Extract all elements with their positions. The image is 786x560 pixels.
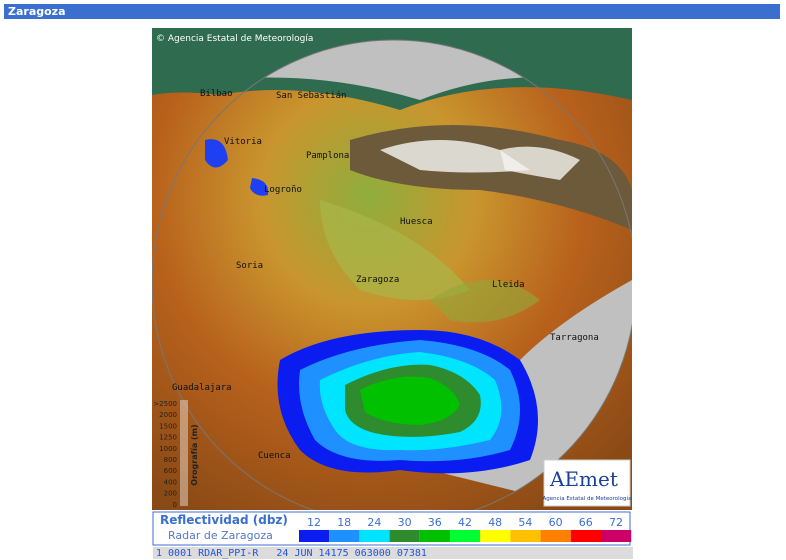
level-swatch <box>389 530 420 542</box>
city-label: Logroño <box>264 185 302 195</box>
radar-echo <box>205 139 538 474</box>
city-label: Soria <box>236 261 263 271</box>
level-label: 12 <box>307 516 321 529</box>
level-label: 30 <box>398 516 412 529</box>
level-label: 72 <box>609 516 623 529</box>
city-labels: Bilbao San Sebastián Vitoria Pamplona Lo… <box>172 89 599 461</box>
level-label: 24 <box>367 516 381 529</box>
level-label: 42 <box>458 516 472 529</box>
logo: AEmet <box>549 467 618 491</box>
orography-tick: 1000 <box>159 445 177 453</box>
level-swatch <box>419 530 450 542</box>
city-label: Guadalajara <box>172 383 232 393</box>
orography-tick: 1250 <box>159 434 177 442</box>
orography-tick: 2000 <box>159 411 177 419</box>
logo-caption: Agencia Estatal de Meteorología <box>543 495 632 502</box>
level-swatch <box>480 530 511 542</box>
level-swatch <box>601 530 632 542</box>
logo-box <box>543 459 631 507</box>
orography-tick: 200 <box>164 490 177 498</box>
copyright-text: Agencia Estatal de Meteorología <box>168 34 314 44</box>
level-swatch <box>450 530 481 542</box>
city-label: Cuenca <box>258 451 291 461</box>
level-label: 66 <box>579 516 593 529</box>
level-label: 54 <box>518 516 532 529</box>
map: Bilbao San Sebastián Vitoria Pamplona Lo… <box>152 28 632 510</box>
orography-tick: 600 <box>164 467 177 475</box>
orography-tick: 800 <box>164 456 177 464</box>
level-swatch <box>570 530 601 542</box>
level-swatch <box>359 530 390 542</box>
level-label: 48 <box>488 516 502 529</box>
city-label: San Sebastián <box>276 91 346 101</box>
orography-label: Orografía (m) <box>190 424 199 485</box>
orography-tick: >2500 <box>153 400 177 408</box>
orography-tick: 400 <box>164 478 177 486</box>
orography-tick: 1500 <box>159 422 177 430</box>
city-label: Bilbao <box>200 89 233 99</box>
orography-tick: 0 <box>173 501 177 509</box>
city-label: Zaragoza <box>356 275 399 285</box>
legend-subtitle: Radar de Zaragoza <box>168 529 273 542</box>
city-label: Vitoria <box>224 137 262 147</box>
copyright: © Agencia Estatal de Meteorología <box>156 34 313 44</box>
reflectivity-scale: 12 18 24 30 36 42 48 54 60 66 72 <box>299 516 632 542</box>
city-label: Tarragona <box>550 333 599 343</box>
legend-title: Reflectividad (dbz) <box>160 513 288 527</box>
level-label: 36 <box>428 516 442 529</box>
level-label: 60 <box>549 516 563 529</box>
header-title: Zaragoza <box>4 4 780 19</box>
city-label: Lleida <box>492 280 525 290</box>
level-label: 18 <box>337 516 351 529</box>
level-swatch <box>299 530 330 542</box>
status-bar <box>153 547 633 559</box>
level-swatch <box>510 530 541 542</box>
status-text: 1 0001 RDAR_PPI-R 24 JUN 14175 063000 07… <box>156 548 427 559</box>
city-label: Huesca <box>400 217 433 227</box>
level-swatch <box>540 530 571 542</box>
level-swatch <box>329 530 360 542</box>
city-label: Pamplona <box>306 151 349 161</box>
